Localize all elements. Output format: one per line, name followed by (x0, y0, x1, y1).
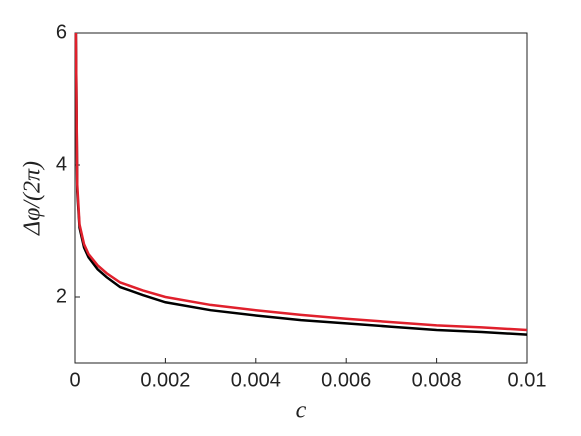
y-axis-label: Δφ/(2π) (20, 161, 46, 236)
x-tick-label: 0.008 (412, 369, 462, 391)
x-tick-label: 0.004 (231, 369, 281, 391)
data-line (74, 32, 528, 332)
x-tick-label: 0.006 (321, 369, 371, 391)
x-tick-label: 0.01 (508, 369, 547, 391)
y-tick-label: 6 (56, 21, 67, 43)
plot-frame (74, 32, 528, 364)
x-tick-label: 0 (69, 369, 80, 391)
x-axis-label: c (296, 398, 307, 424)
y-tick-label: 2 (56, 285, 67, 307)
y-tick-label: 4 (56, 153, 67, 175)
x-tick-label: 0.002 (140, 369, 190, 391)
